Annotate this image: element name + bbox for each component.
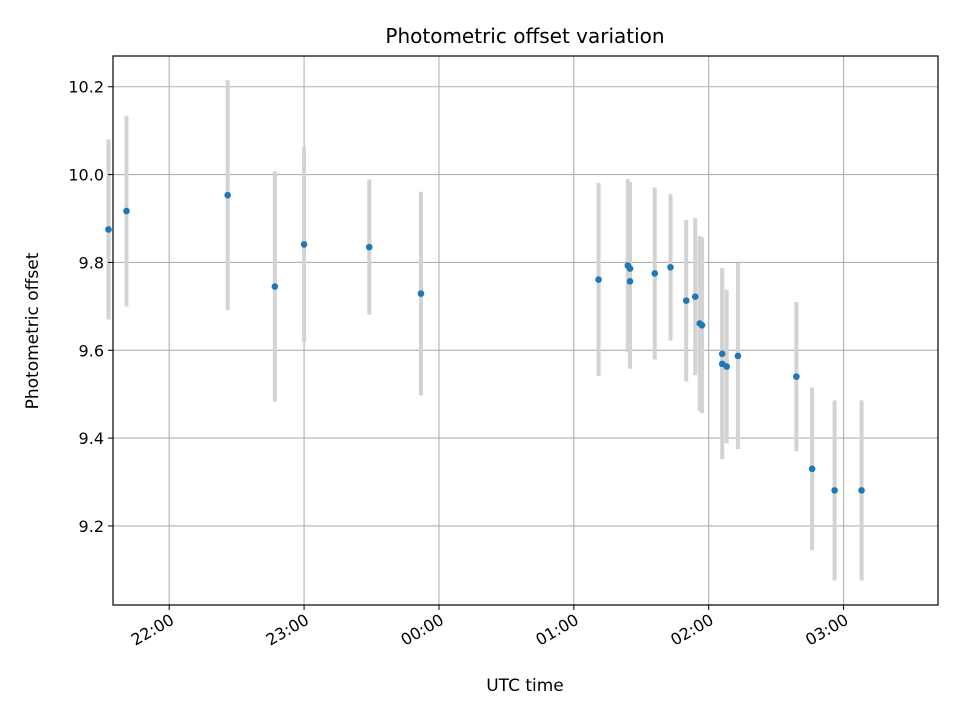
x-tick-label: 23:00 xyxy=(263,610,312,650)
y-tick-label: 10.2 xyxy=(68,78,104,97)
x-tick-label: 03:00 xyxy=(802,610,851,650)
data-point xyxy=(831,487,838,494)
data-point xyxy=(224,191,231,199)
y-tick-label: 9.2 xyxy=(79,517,104,536)
data-point xyxy=(858,487,865,494)
data-point xyxy=(718,350,726,358)
data-point xyxy=(734,352,742,360)
chart-title: Photometric offset variation xyxy=(385,24,664,48)
y-tick-label: 9.8 xyxy=(79,253,104,272)
data-point xyxy=(682,297,690,304)
data-point xyxy=(595,276,602,283)
grid xyxy=(113,56,938,605)
plot-frame xyxy=(112,55,939,606)
data-point xyxy=(691,293,699,300)
x-tick-label: 01:00 xyxy=(532,610,581,650)
data-point xyxy=(698,321,706,329)
data-point xyxy=(626,265,634,272)
data-point xyxy=(651,270,659,277)
x-tick-label: 00:00 xyxy=(398,610,447,650)
x-axis-label: UTC time xyxy=(486,676,564,696)
data-point xyxy=(667,263,674,271)
x-tick-label: 02:00 xyxy=(667,610,716,650)
y-axis-label: Photometric offset xyxy=(23,252,43,409)
data-point xyxy=(123,207,130,215)
y-tick-label: 9.4 xyxy=(79,429,104,448)
data-point xyxy=(417,290,425,297)
y-tick-label: 10.0 xyxy=(68,166,104,185)
data-points xyxy=(105,191,865,494)
x-tick-label: 22:00 xyxy=(128,610,177,650)
y-tick-label: 9.6 xyxy=(79,341,104,360)
data-point xyxy=(723,363,730,370)
data-point xyxy=(808,465,816,473)
data-point xyxy=(105,226,112,233)
data-point xyxy=(793,373,800,380)
data-point xyxy=(365,243,373,251)
data-point xyxy=(300,241,308,248)
data-point xyxy=(271,283,279,290)
data-point xyxy=(626,278,634,285)
axis-ticks: 22:00 23:00 00:00 01:00 02:00 03:00 9.2 9.4 9.6 9… xyxy=(68,78,851,650)
error-bars xyxy=(106,80,864,581)
